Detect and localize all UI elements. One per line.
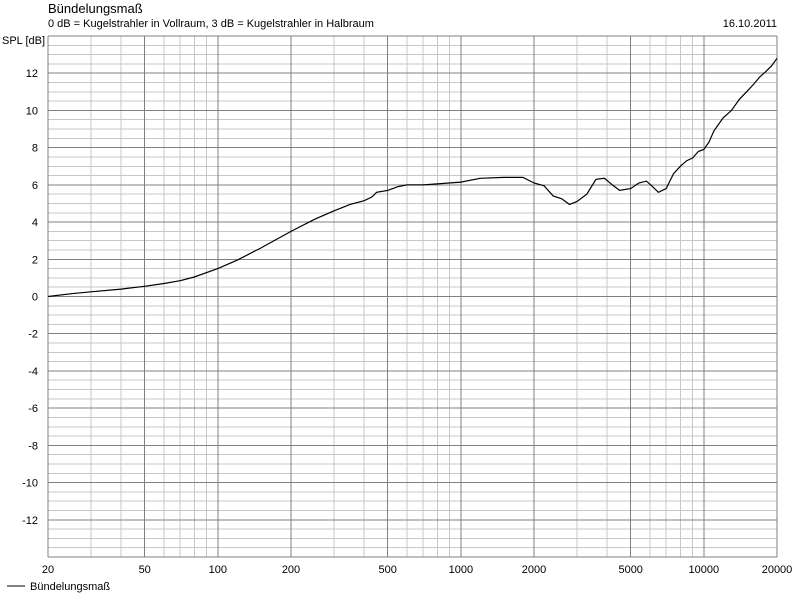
x-tick-label: 10000 — [689, 564, 720, 576]
series-line-buendelungsmass — [47, 57, 778, 298]
y-tick-label: 4 — [32, 217, 38, 229]
y-tick-label: -12 — [22, 515, 38, 527]
y-tick-label: 6 — [32, 180, 38, 192]
y-tick-label: 2 — [32, 254, 38, 266]
x-tick-label: 20 — [42, 564, 54, 576]
x-tick-label: 1000 — [449, 564, 473, 576]
y-tick-label: -10 — [22, 478, 38, 490]
chart-title: Bündelungsmaß — [48, 1, 143, 16]
y-tick-label: -4 — [28, 366, 38, 378]
y-tick-label: -8 — [28, 440, 38, 452]
x-tick-label: 20000 — [762, 564, 793, 576]
y-tick-label: 0 — [32, 292, 38, 304]
y-tick-label: -6 — [28, 403, 38, 415]
x-tick-label: 2000 — [522, 564, 546, 576]
chart-date: 16.10.2011 — [723, 18, 777, 30]
legend-label: Bündelungsmaß — [30, 581, 110, 593]
y-tick-label: -2 — [28, 329, 38, 341]
chart-subtitle: 0 dB = Kugelstrahler in Vollraum, 3 dB =… — [48, 18, 374, 30]
y-axis-label: SPL [dB] — [2, 35, 45, 47]
y-tick-label: 8 — [32, 143, 38, 155]
y-tick-labels: 12 10 8 6 4 2 0 -2 -4 -6 -8 -10 -12 — [22, 68, 38, 527]
x-tick-label: 50 — [139, 564, 151, 576]
x-tick-labels: 20 50 100 200 500 1000 2000 5000 10000 20000 — [42, 564, 792, 576]
y-tick-label: 12 — [26, 68, 38, 80]
x-tick-label: 5000 — [618, 564, 642, 576]
grid — [47, 35, 778, 558]
x-tick-label: 500 — [379, 564, 397, 576]
x-tick-label: 200 — [282, 564, 300, 576]
y-tick-label: 10 — [26, 105, 38, 117]
x-tick-label: 100 — [209, 564, 227, 576]
